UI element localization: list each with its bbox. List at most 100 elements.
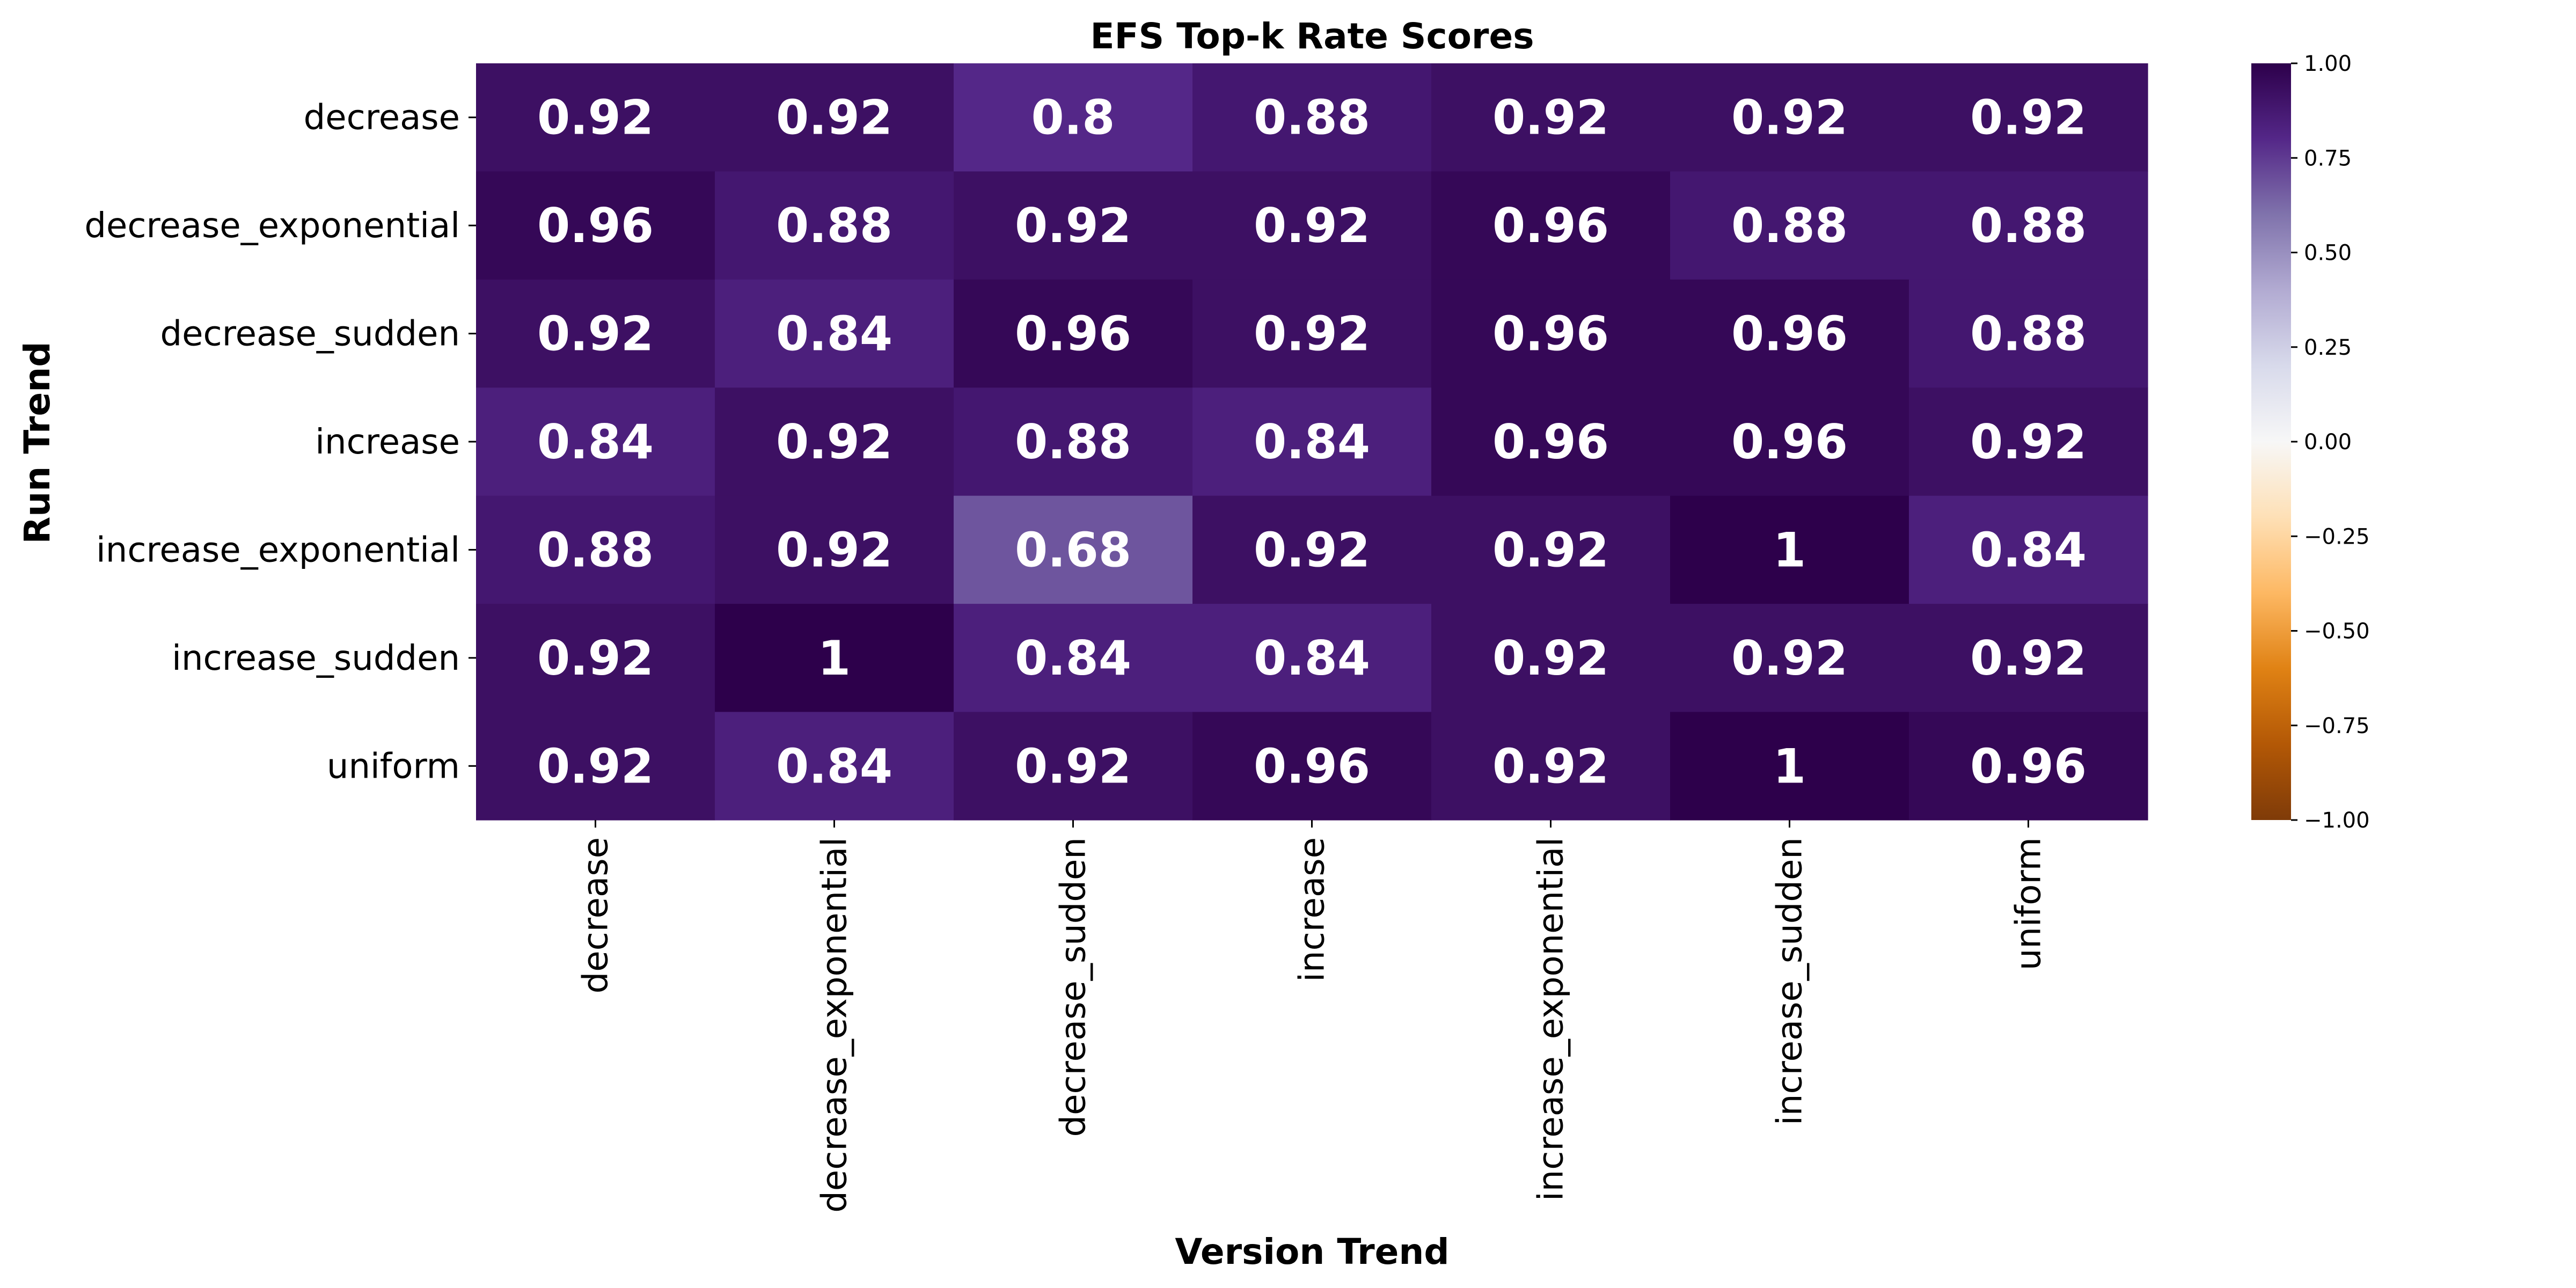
heatmap-cell xyxy=(1909,387,2148,496)
heatmap-cell xyxy=(1909,279,2148,388)
x-tick-label: increase xyxy=(1293,837,1333,982)
cell-value-label: 0.84 xyxy=(776,738,892,794)
chart-title: EFS Top-k Rate Scores xyxy=(1090,16,1534,57)
cell-value-label: 0.92 xyxy=(1254,522,1370,577)
cell-value-label: 0.88 xyxy=(1970,306,2087,362)
y-tick-label: increase_sudden xyxy=(172,639,460,678)
heatmap-cell xyxy=(1192,171,1432,280)
y-axis-ticks: decrease decrease_exponential decrease_sud… xyxy=(84,98,476,786)
cell-value-label: 0.92 xyxy=(1492,522,1609,577)
cell-value-label: 0.8 xyxy=(1031,90,1115,145)
cell-value-label: 1 xyxy=(818,631,851,686)
cell-value-label: 0.84 xyxy=(1015,631,1131,686)
cell-value-label: 0.96 xyxy=(537,198,654,253)
heatmap-cell xyxy=(476,387,715,496)
cell-value-label: 0.92 xyxy=(776,522,892,577)
cell-value-label: 0.96 xyxy=(1492,306,1609,362)
colorbar-gradient xyxy=(2251,63,2291,820)
heatmap-cell xyxy=(954,387,1193,496)
colorbar-tick-label: 0.50 xyxy=(2304,241,2352,266)
heatmap-cell xyxy=(1670,171,1909,280)
cell-value-label: 0.96 xyxy=(1970,738,2087,794)
x-tick-label: decrease_sudden xyxy=(1054,837,1094,1137)
cell-value-label: 0.92 xyxy=(1970,90,2087,145)
colorbar-tick-label: 0.75 xyxy=(2304,146,2352,171)
y-tick-label: increase xyxy=(315,422,460,462)
colorbar-ticks: 1.00 0.75 0.50 0.25 0.00 −0.25 −0.50 −0.75 −1.00 xyxy=(2291,52,2370,833)
heatmap-cell xyxy=(715,63,954,172)
cell-value-label: 0.88 xyxy=(776,198,892,253)
heatmap-cell xyxy=(1431,63,1671,172)
cell-value-label: 0.68 xyxy=(1015,522,1131,577)
heatmap-cell xyxy=(1192,279,1432,388)
heatmap-cell xyxy=(1431,279,1671,388)
heatmap-cell xyxy=(1192,387,1432,496)
heatmap-cell xyxy=(954,279,1193,388)
cell-value-label: 1 xyxy=(1773,522,1806,577)
heatmap-cell xyxy=(1909,495,2148,604)
cell-value-label: 0.96 xyxy=(1492,414,1609,470)
cell-value-label: 0.96 xyxy=(1731,306,1848,362)
cell-value-label: 0.88 xyxy=(1731,198,1848,253)
heatmap-cell xyxy=(715,171,954,280)
heatmap-cell xyxy=(1670,387,1909,496)
cell-value-label: 0.92 xyxy=(776,90,892,145)
heatmap-cell xyxy=(1431,495,1671,604)
x-axis-ticks: decrease decrease_exponential decrease_sud… xyxy=(576,820,2049,1213)
heatmap-cell xyxy=(954,712,1193,821)
cell-value-label: 1 xyxy=(1773,738,1806,794)
cell-value-label: 0.92 xyxy=(1970,631,2087,686)
heatmap-cell xyxy=(476,604,715,713)
x-tick-label: increase_exponential xyxy=(1532,837,1571,1201)
heatmap-cell xyxy=(715,604,954,713)
x-tick-label: uniform xyxy=(2009,837,2049,970)
heatmap-cell xyxy=(1431,604,1671,713)
heatmap-cell xyxy=(1909,604,2148,713)
heatmap-cell xyxy=(1192,712,1432,821)
colorbar: 1.00 0.75 0.50 0.25 0.00 −0.25 −0.50 −0.75 −1.00 xyxy=(2251,52,2370,833)
cell-value-label: 0.92 xyxy=(537,90,654,145)
cell-value-label: 0.92 xyxy=(1015,198,1131,253)
cell-value-label: 0.92 xyxy=(537,306,654,362)
heatmap-cell xyxy=(1670,712,1909,821)
cell-value-label: 0.88 xyxy=(1970,198,2087,253)
heatmap-cell xyxy=(954,604,1193,713)
x-tick-label: increase_sudden xyxy=(1770,837,1810,1125)
colorbar-tick-label: 0.25 xyxy=(2304,335,2352,360)
heatmap-cell xyxy=(1909,63,2148,172)
cell-value-label: 0.92 xyxy=(1492,631,1609,686)
cell-value-label: 0.92 xyxy=(1731,90,1848,145)
heatmap-cell xyxy=(476,279,715,388)
cell-value-label: 0.96 xyxy=(1254,738,1370,794)
y-tick-label: uniform xyxy=(327,747,460,786)
cell-value-label: 0.96 xyxy=(1492,198,1609,253)
heatmap-cell-labels: 0.92 0.92 0.8 0.88 0.92 0.92 0.92 0.96 0.88 0.92 0… xyxy=(537,90,2087,794)
cell-value-label: 0.84 xyxy=(776,306,892,362)
heatmap-cell xyxy=(1431,387,1671,496)
heatmap-cell xyxy=(1909,712,2148,821)
heatmap-cell xyxy=(1431,712,1671,821)
cell-value-label: 0.88 xyxy=(1015,414,1131,470)
heatmap-cell xyxy=(476,495,715,604)
heatmap-cell xyxy=(476,171,715,280)
heatmap-cell xyxy=(715,279,954,388)
colorbar-tick-label: 0.00 xyxy=(2304,430,2352,455)
heatmap-cell xyxy=(1192,604,1432,713)
cell-value-label: 0.92 xyxy=(1492,738,1609,794)
x-tick-label: decrease_exponential xyxy=(815,837,855,1213)
heatmap-cell xyxy=(1192,63,1432,172)
heatmap-cell xyxy=(954,63,1193,172)
colorbar-tick-label: 1.00 xyxy=(2304,52,2352,76)
cell-value-label: 0.92 xyxy=(1254,306,1370,362)
heatmap-cell xyxy=(715,495,954,604)
cell-value-label: 0.92 xyxy=(1254,198,1370,253)
colorbar-tick-label: −0.75 xyxy=(2304,714,2370,738)
heatmap-cell xyxy=(715,712,954,821)
cell-value-label: 0.84 xyxy=(537,414,654,470)
cell-value-label: 0.84 xyxy=(1254,414,1370,470)
heatmap-cell xyxy=(1670,495,1909,604)
heatmap-cell xyxy=(954,171,1193,280)
cell-value-label: 0.96 xyxy=(1015,306,1131,362)
cell-value-label: 0.96 xyxy=(1731,414,1848,470)
